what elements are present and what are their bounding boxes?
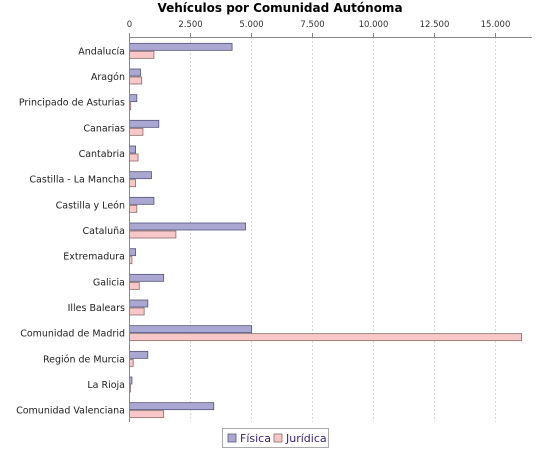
category-label: Illes Balears [68,303,125,314]
category-label: Comunidad de Madrid [20,329,125,340]
bar-fisica-cataluna [129,222,246,231]
bar-fisica-castilla-la-mancha [129,171,152,180]
bar-juridica-cataluna [129,230,177,239]
bar-juridica-region-de-murcia [129,358,134,367]
axis-lines [129,37,532,422]
category-label: Extremadura [63,252,125,263]
legend: Física Jurídica [222,428,329,448]
chart-title: Vehículos por Comunidad Autónoma [157,1,402,15]
x-tick-label: 12.500 [420,20,450,30]
category-label: Cantabria [79,149,125,160]
bar-juridica-galicia [129,281,140,290]
bar-juridica-castilla-y-leon [129,204,138,213]
bar-fisica-comunidad-de-madrid [129,325,253,334]
bar-juridica-andalucia [129,50,155,59]
bar-juridica-illes-balears [129,307,145,316]
bar-fisica-galicia [129,273,165,282]
bar-fisica-principado-de-asturias [129,94,138,103]
legend-label-juridica: Jurídica [285,432,327,445]
x-tick-label: 0 [127,20,132,30]
category-label: Comunidad Valenciana [16,406,125,417]
category-label: Castilla y León [56,200,125,211]
plot-area [129,42,522,419]
x-tick-label: 15.000 [481,20,511,30]
legend-swatch-juridica [273,433,283,443]
category-label: Castilla - La Mancha [29,175,125,186]
x-tick-label: 5.000 [239,20,263,30]
category-label: Principado de Asturias [19,98,125,109]
legend-swatch-fisica [227,433,237,443]
bar-fisica-aragon [129,68,141,77]
category-label: Andalucía [78,46,125,57]
category-label: Cataluña [82,226,125,237]
bar-juridica-castilla-la-mancha [129,179,137,188]
bar-juridica-aragon [129,76,143,85]
bar-fisica-cantabria [129,145,137,154]
bar-juridica-comunidad-de-madrid [129,333,522,342]
y-axis: Andalucía Aragón Principado de Asturias Can… [16,46,125,416]
bar-fisica-region-de-murcia [129,350,149,359]
bar-fisica-castilla-y-leon [129,196,155,205]
bar-juridica-canarias [129,127,144,136]
category-label: Aragón [91,72,125,83]
x-axis: 0 2.500 5.000 7.500 10.000 12.500 15.000 [127,20,511,37]
bar-fisica-illes-balears [129,299,149,308]
category-label: Galicia [93,277,125,288]
category-label: La Rioja [87,380,125,391]
category-label: Canarias [83,123,125,134]
x-tick-label: 2.500 [178,20,202,30]
legend-label-fisica: Física [240,432,271,445]
bar-juridica-comunidad-valenciana [129,410,165,419]
bar-fisica-andalucia [129,42,233,51]
bar-fisica-extremadura [129,248,137,257]
x-tick-label: 10.000 [359,20,389,30]
x-tick-label: 7.500 [300,20,324,30]
bar-fisica-canarias [129,119,160,128]
bar-fisica-comunidad-valenciana [129,402,215,411]
category-label: Región de Murcia [43,354,125,365]
grid [190,37,496,422]
bar-juridica-cantabria [129,153,139,162]
